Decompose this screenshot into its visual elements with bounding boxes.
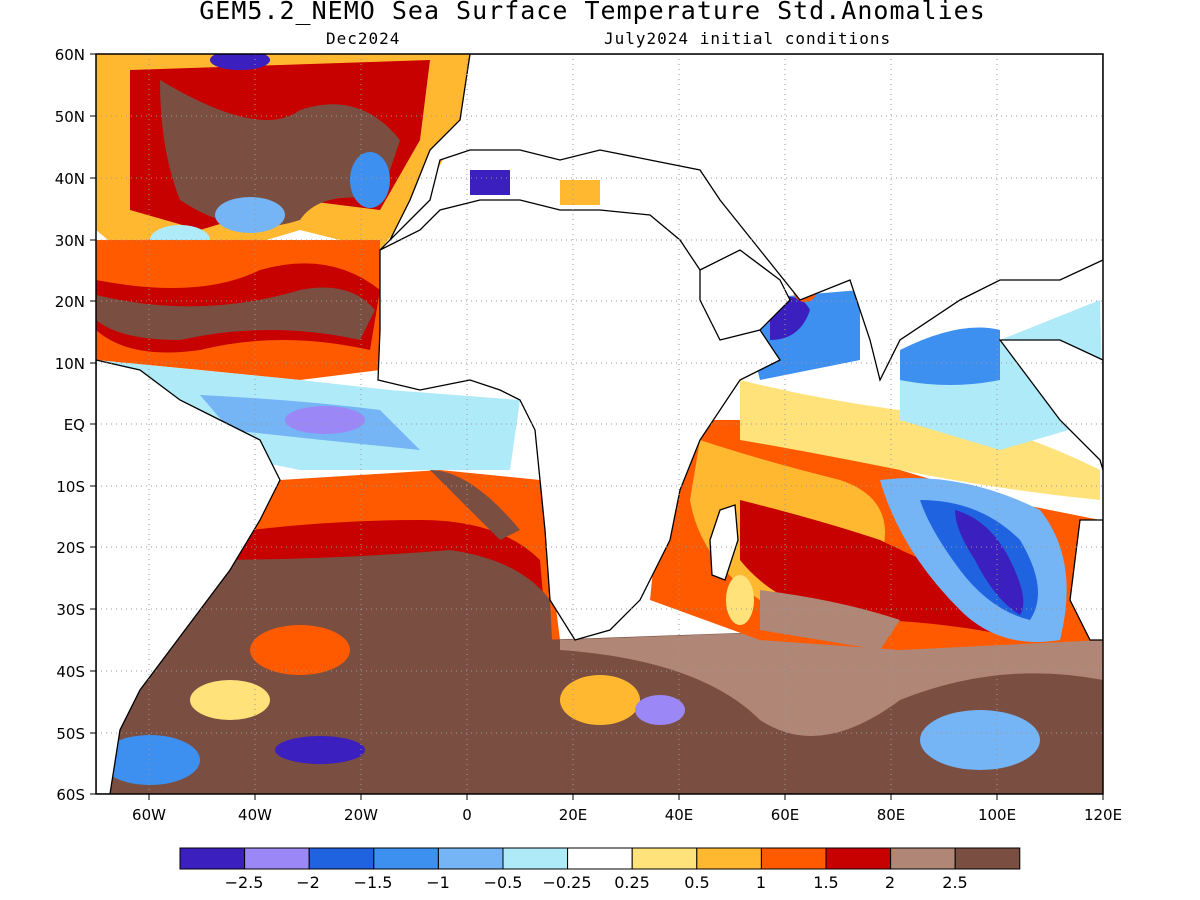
lat-tick-label: 60N bbox=[55, 46, 85, 64]
colorbar-label: 1 bbox=[756, 873, 766, 892]
lat-tick-label: 60S bbox=[56, 786, 85, 804]
lat-tick-label: 10S bbox=[56, 478, 85, 496]
lon-tick-label: 60E bbox=[771, 806, 800, 824]
map-title: GEM5.2_NEMO Sea Surface Temperature Std.… bbox=[199, 0, 986, 25]
colorbar-label: −2.5 bbox=[225, 873, 264, 892]
colorbar-label: −0.25 bbox=[542, 873, 591, 892]
colorbar-swatch bbox=[890, 847, 956, 870]
continents bbox=[96, 54, 1103, 794]
lon-tick-label: 100E bbox=[978, 806, 1016, 824]
colorbar-label: 2 bbox=[885, 873, 895, 892]
lat-tick-label: 30S bbox=[56, 601, 85, 619]
colorbar-label: 2.5 bbox=[942, 873, 967, 892]
colorbar-swatch bbox=[825, 847, 892, 870]
lat-tick-label: 50S bbox=[56, 725, 85, 743]
colorbar-swatch bbox=[244, 847, 310, 870]
colorbar-swatch bbox=[308, 847, 375, 870]
lat-tick-label: 20S bbox=[56, 539, 85, 557]
lon-tick-label: 40E bbox=[665, 806, 694, 824]
lat-tick-label: 30N bbox=[55, 232, 85, 250]
colorbar-label: −1 bbox=[426, 873, 450, 892]
colorbar-label: 0.5 bbox=[684, 873, 709, 892]
colorbar-swatches bbox=[179, 847, 1021, 870]
lat-tick-label: 10N bbox=[55, 355, 85, 373]
colorbar-swatch bbox=[179, 847, 246, 870]
colorbar-label: −0.5 bbox=[484, 873, 523, 892]
lon-tick-label: 40W bbox=[238, 806, 272, 824]
lon-tick-label: 0 bbox=[462, 806, 472, 824]
colorbar-swatch bbox=[567, 847, 633, 870]
colorbar-swatch bbox=[954, 847, 1021, 870]
colorbar-swatch bbox=[373, 847, 439, 870]
lon-tick-label: 20E bbox=[559, 806, 588, 824]
colorbar-swatch bbox=[696, 847, 762, 870]
colorbar-swatch bbox=[437, 847, 504, 870]
colorbar-label: 1.5 bbox=[813, 873, 838, 892]
lat-tick-label: 20N bbox=[55, 293, 85, 311]
lat-tick-label: 40N bbox=[55, 170, 85, 188]
colorbar-swatch bbox=[502, 847, 569, 870]
lon-tick-label: 20W bbox=[344, 806, 378, 824]
initial-conditions-label: July2024 initial conditions bbox=[604, 29, 892, 48]
lon-tick-label: 60W bbox=[132, 806, 166, 824]
lat-tick-label: 40S bbox=[56, 663, 85, 681]
forecast-month: Dec2024 bbox=[326, 29, 401, 48]
colorbar-label: −2 bbox=[296, 873, 320, 892]
colorbar-label: 0.25 bbox=[614, 873, 650, 892]
lon-tick-label: 80E bbox=[877, 806, 906, 824]
gridlines bbox=[96, 54, 1103, 794]
colorbar-swatch bbox=[760, 847, 827, 870]
colorbar-swatch bbox=[631, 847, 698, 870]
lat-tick-label: 50N bbox=[55, 108, 85, 126]
colorbar: −2.5 −2 −1.5 −1 −0.5 −0.25 0.25 0.5 1 1.… bbox=[179, 847, 1021, 892]
lon-tick-label: 120E bbox=[1084, 806, 1122, 824]
lat-tick-label: EQ bbox=[64, 416, 85, 434]
colorbar-label: −1.5 bbox=[354, 873, 393, 892]
